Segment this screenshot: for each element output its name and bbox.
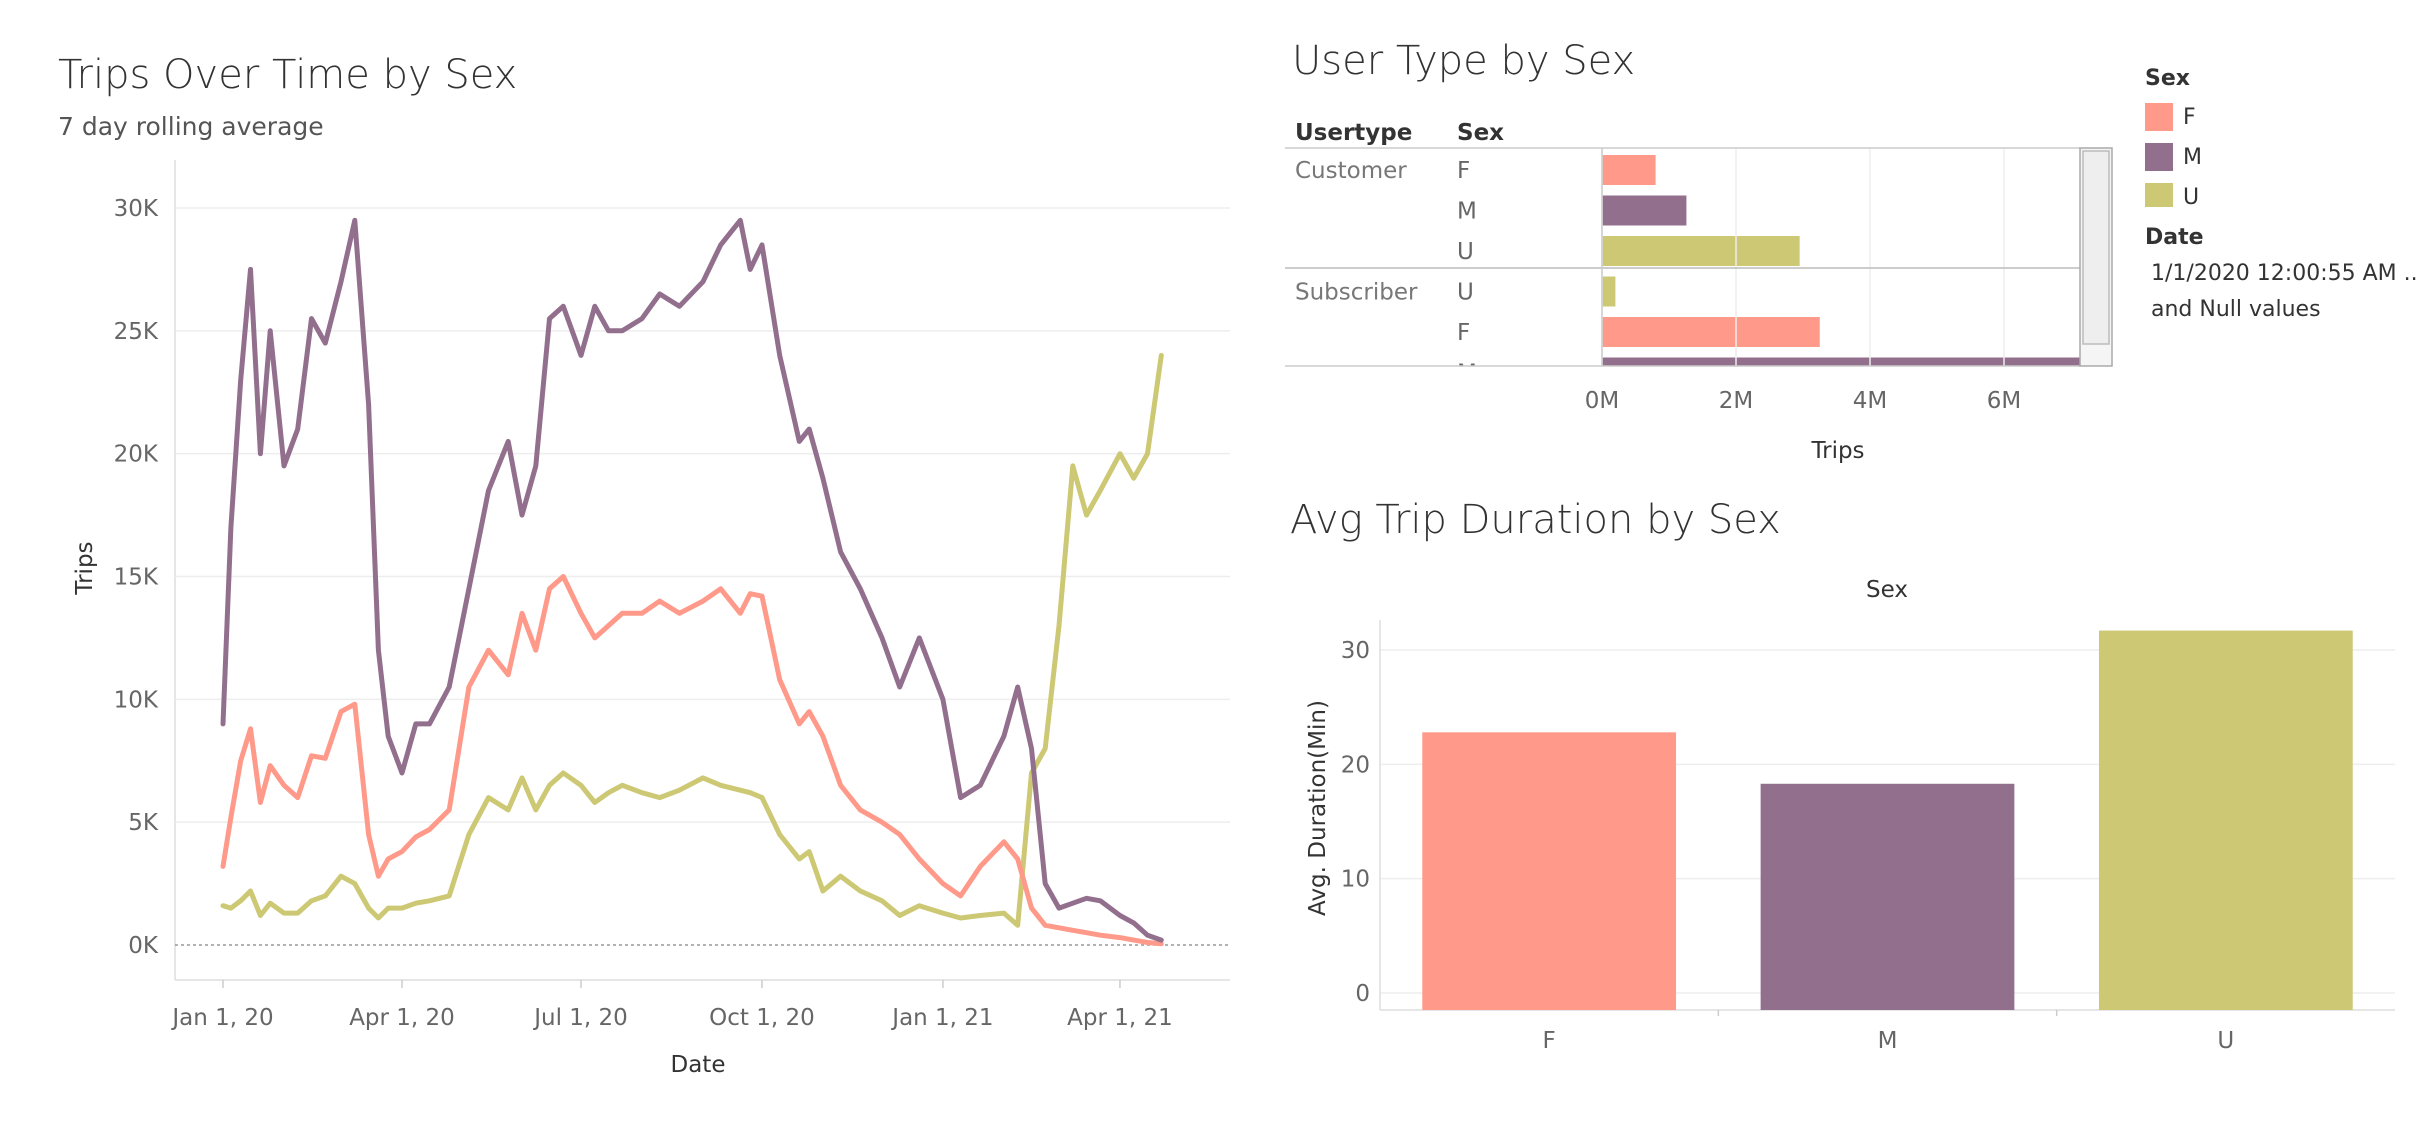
line-y-tick-label: 0K: [128, 933, 159, 959]
date-filter-value[interactable]: 1/1/2020 12:00:55 AM .. and Null values: [2145, 256, 2418, 328]
line-chart-subtitle: 7 day rolling average: [58, 112, 324, 141]
legend-label-u: U: [2183, 184, 2200, 208]
hbar-x-tick-label: 0M: [1585, 388, 1619, 414]
legend-swatch-f: [2145, 103, 2173, 131]
legend: Sex F M U Date 1/1/2020 12:00:55 AM .. a…: [2145, 66, 2418, 328]
line-y-axis-title: Trips: [72, 541, 98, 595]
hbar-sex-label: F: [1457, 158, 1470, 184]
line-y-tick-label: 30K: [114, 196, 159, 222]
legend-label-f: F: [2183, 104, 2196, 130]
line-y-tick-label: 15K: [114, 565, 159, 591]
sex-column-header: Sex: [1457, 120, 1504, 146]
hbar-sex-label: M: [1457, 199, 1477, 225]
date-filter-null: and Null values: [2151, 297, 2321, 322]
avg-chart-title: Avg Trip Duration by Sex: [1290, 497, 1781, 543]
hbar-bar-row-m: [1602, 357, 2080, 366]
avg-y-tick-label: 10: [1341, 867, 1370, 893]
line-y-tick-label: 25K: [114, 319, 159, 345]
legend-list[interactable]: F M U: [2145, 97, 2265, 207]
line-y-tick-label: 20K: [114, 442, 159, 468]
legend-label-m: M: [2183, 144, 2202, 170]
trips-over-time-chart: 0K 5K 10K 15K 20K 25K 30K Jan 1, 20 Apr 1, 20 Jul…: [72, 160, 1230, 1078]
avg-x-tick-label: F: [1543, 1028, 1556, 1054]
legend-item-u[interactable]: U: [2145, 177, 2265, 207]
legend-title: Sex: [2145, 66, 2190, 91]
hbar-x-axis-title: Trips: [1810, 438, 1864, 464]
line-x-tick-label: Apr 1, 21: [1067, 1005, 1173, 1031]
legend-swatch-u: [2145, 183, 2173, 207]
hbar-usertype-label: Customer: [1295, 158, 1407, 184]
line-chart-title: Trips Over Time by Sex: [58, 52, 518, 98]
line-x-axis-title: Date: [671, 1052, 726, 1078]
date-filter-title: Date: [2145, 225, 2204, 250]
avg-x-tick-label: M: [1878, 1028, 1898, 1054]
line-series-f: [220, 574, 1164, 947]
hbar-bar-row-f: [1602, 317, 1820, 347]
avg-y-tick-label: 20: [1341, 752, 1370, 778]
avg-y-tick-label: 0: [1355, 981, 1370, 1007]
avg-bar-m: [1760, 783, 2015, 1010]
hbar-x-tick-label: 4M: [1853, 388, 1887, 414]
hbar-sex-label: M: [1457, 361, 1477, 387]
line-series-u: [220, 352, 1164, 928]
avg-bar-u: [2098, 630, 2353, 1010]
line-y-tick-label: 5K: [128, 810, 159, 836]
date-filter-range: 1/1/2020 12:00:55 AM ..: [2151, 261, 2418, 286]
hbar-bar-row-u: [1602, 236, 1800, 266]
hbar-sex-label: U: [1457, 280, 1474, 306]
line-x-tick-label: Jul 1, 20: [532, 1005, 628, 1031]
line-x-tick-label: Jan 1, 21: [890, 1005, 993, 1031]
line-series-m: [220, 217, 1164, 943]
line-x-tick-label: Jan 1, 20: [170, 1005, 273, 1031]
avg-y-axis-title: Avg. Duration(Min): [1305, 700, 1331, 916]
avg-x-axis-title: Sex: [1866, 577, 1908, 603]
avg-x-tick-label: U: [2217, 1028, 2234, 1054]
hbar-bar-customer-f: [1602, 155, 1656, 185]
hbar-scrollbar-thumb[interactable]: [2082, 150, 2110, 345]
hbar-usertype-label: Subscriber: [1295, 280, 1418, 306]
legend-item-f[interactable]: F: [2145, 97, 2265, 137]
hbar-x-tick-label: 6M: [1987, 388, 2021, 414]
avg-bar-f: [1422, 732, 1677, 1010]
hbar-bar-subscriber-u: [1602, 276, 1616, 307]
legend-item-m[interactable]: M: [2145, 137, 2265, 177]
line-x-tick-label: Oct 1, 20: [709, 1005, 815, 1031]
hbar-sex-label: F: [1457, 320, 1470, 346]
bar-chart-title: User Type by Sex: [1292, 38, 1636, 84]
usertype-column-header: Usertype: [1295, 120, 1412, 146]
avg-y-tick-label: 30: [1341, 638, 1370, 664]
legend-swatch-m: [2145, 143, 2173, 171]
hbar-sex-label: U: [1457, 239, 1474, 265]
hbar-bar-row-m: [1602, 195, 1687, 226]
hbar-x-tick-label: 2M: [1719, 388, 1753, 414]
line-y-tick-label: 10K: [114, 687, 159, 713]
line-x-tick-label: Apr 1, 20: [349, 1005, 455, 1031]
